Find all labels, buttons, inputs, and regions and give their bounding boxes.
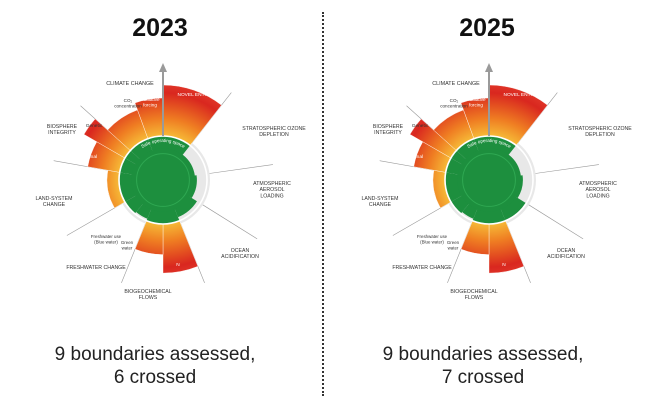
- year-title: 2025: [459, 14, 515, 42]
- arrow-head-icon: [159, 63, 167, 72]
- label-land-system-change: LAND-SYSTEM CHANGE: [36, 196, 73, 208]
- globe-icon: [462, 153, 516, 207]
- axis-spoke: [200, 203, 258, 240]
- panel-2023: 2023 CLIMATE CHANGE CO₂ concentration Radia…: [36, 14, 307, 388]
- caption-boundaries-assessed: 9 boundaries assessed,: [54, 344, 256, 365]
- label-n: N: [176, 262, 180, 268]
- label-co2-concentration: CO₂ concentration: [440, 98, 468, 109]
- axis-spoke: [532, 164, 599, 175]
- caption-boundaries-crossed: 7 crossed: [441, 367, 525, 388]
- label-green-water: Green water: [121, 240, 134, 250]
- caption-boundaries-crossed: 6 crossed: [113, 367, 197, 388]
- label-p: P: [472, 260, 475, 266]
- label-climate-change: CLIMATE CHANGE: [432, 81, 480, 87]
- safe-core: [457, 148, 521, 212]
- label-p: P: [146, 260, 149, 266]
- globe-icon: [136, 153, 190, 207]
- axis-spoke: [526, 203, 584, 240]
- label-radiative-forcing: Radiative forcing: [466, 97, 486, 108]
- dotted-divider: [322, 12, 324, 396]
- label-n: N: [502, 262, 506, 268]
- label-green-water: Green water: [447, 240, 460, 250]
- label-radiative-forcing: Radiative forcing: [140, 97, 160, 108]
- label-biogeochemical-flows: BIOGEOCHEMICAL FLOWS: [450, 289, 497, 301]
- label-functional: Functional: [401, 154, 423, 160]
- label-genetic: Genetic: [86, 123, 103, 129]
- label-freshwater-change: FRESHWATER CHANGE: [66, 265, 126, 271]
- arrow-head-icon: [485, 63, 493, 72]
- label-genetic: Genetic: [412, 123, 429, 129]
- label-freshwater-use: Freshwater use (Blue water): [91, 234, 122, 244]
- label-novel-entities: NOVEL ENTITIES: [177, 92, 216, 98]
- segment-n: [488, 220, 525, 274]
- label-stratospheric-ozone: STRATOSPHERIC OZONE DEPLETION: [568, 126, 632, 138]
- label-biosphere-integrity: BIOSPHERE INTEGRITY: [373, 124, 404, 136]
- label-biosphere-integrity: BIOSPHERE INTEGRITY: [47, 124, 78, 136]
- segment-p: [134, 220, 164, 255]
- label-novel-entities: NOVEL ENTITIES: [503, 92, 542, 98]
- panel-2025: 2025 CLIMATE CHANGE CO₂ concentration Radia…: [326, 0, 652, 408]
- label-atmospheric-aerosol: ATMOSPHERIC AEROSOL LOADING: [253, 181, 291, 199]
- label-co2-concentration: CO₂ concentration: [114, 98, 142, 109]
- label-land-system-change: LAND-SYSTEM CHANGE: [362, 196, 399, 208]
- label-ocean-acidification: OCEAN ACIDIFICATION: [547, 248, 585, 260]
- safe-core: [131, 148, 195, 212]
- segment-n: [162, 220, 199, 274]
- label-atmospheric-aerosol: ATMOSPHERIC AEROSOL LOADING: [579, 181, 617, 199]
- label-freshwater-change: FRESHWATER CHANGE: [392, 265, 452, 271]
- label-biogeochemical-flows: BIOGEOCHEMICAL FLOWS: [124, 289, 171, 301]
- label-functional: Functional: [75, 154, 97, 160]
- year-title: 2023: [132, 14, 188, 42]
- label-ocean-acidification: OCEAN ACIDIFICATION: [221, 248, 259, 260]
- label-climate-change: CLIMATE CHANGE: [106, 81, 154, 87]
- caption-boundaries-assessed: 9 boundaries assessed,: [382, 344, 584, 365]
- label-freshwater-use: Freshwater use (Blue water): [417, 234, 448, 244]
- segment-p: [460, 220, 490, 255]
- label-stratospheric-ozone: STRATOSPHERIC OZONE DEPLETION: [242, 126, 306, 138]
- axis-spoke: [206, 164, 273, 175]
